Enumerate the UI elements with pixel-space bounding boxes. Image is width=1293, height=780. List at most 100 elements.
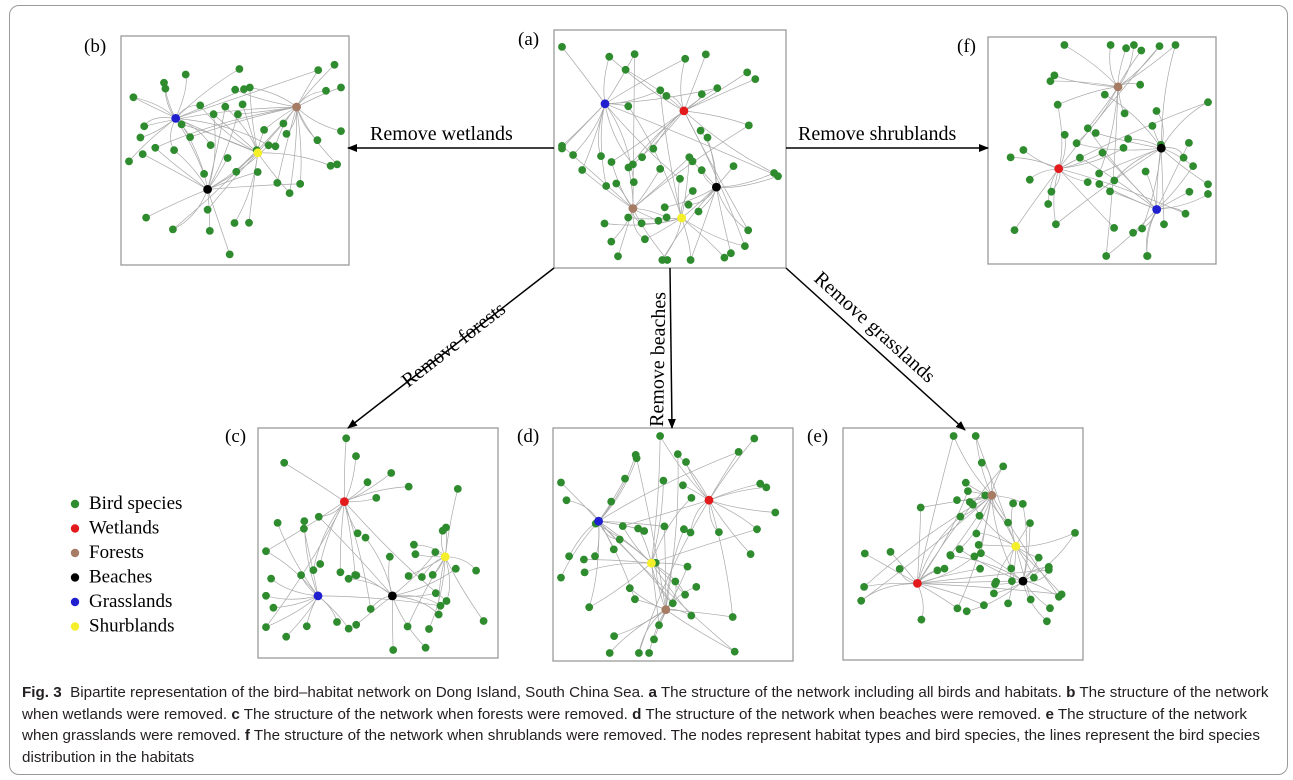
edge	[235, 89, 297, 108]
bird-node	[630, 50, 639, 58]
bird-node	[129, 93, 138, 102]
bird-node	[687, 494, 696, 502]
bird-node	[223, 154, 232, 162]
edge	[145, 189, 208, 218]
bird-node	[1171, 41, 1180, 49]
bird-node	[953, 496, 961, 504]
bird-node	[640, 527, 649, 535]
bird-node	[170, 146, 179, 155]
bird-node	[472, 566, 480, 575]
edge	[1160, 148, 1165, 225]
bird-node	[605, 649, 614, 657]
bird-node	[136, 133, 145, 142]
bird-node	[1046, 77, 1055, 85]
edge	[1058, 168, 1115, 229]
edge	[966, 580, 1024, 612]
bird-node	[621, 474, 629, 483]
bird-node	[624, 163, 633, 172]
caption-key-a: a	[648, 684, 657, 701]
bird-node	[688, 157, 697, 166]
habitat-node-grasslands	[1152, 205, 1162, 214]
bird-node	[1138, 224, 1146, 233]
edge	[1022, 532, 1076, 582]
edge	[917, 580, 1012, 584]
bird-node	[403, 622, 412, 631]
habitat-node-grasslands	[171, 114, 181, 123]
edge	[632, 54, 635, 209]
bird-node	[671, 577, 680, 586]
network-panels: (a) (b) (f) (c) (d) (e)	[84, 29, 1217, 662]
legend-label: Beaches	[89, 567, 152, 588]
bird-node	[140, 122, 149, 131]
bird-node	[296, 180, 305, 188]
bird-node	[715, 528, 723, 536]
bird-node	[138, 150, 147, 159]
edge	[1087, 128, 1157, 210]
caption-text-a: The structure of the network including a…	[660, 684, 1062, 701]
bird-node	[741, 242, 749, 251]
bird-node	[977, 549, 985, 558]
arrow-label-wetlands: Remove wetlands	[370, 123, 513, 145]
arrow-label-forests: Remove forests	[398, 298, 510, 392]
edge	[1058, 101, 1209, 170]
bird-node	[142, 213, 151, 222]
bird-node	[302, 622, 311, 631]
panel-d-frame	[552, 427, 794, 662]
bird-node	[649, 144, 658, 153]
edge	[716, 186, 749, 231]
bird-node	[353, 529, 362, 538]
legend-marker	[70, 548, 80, 558]
panel-d-label: (d)	[517, 426, 539, 447]
bird-node	[1152, 107, 1161, 115]
bird-node	[940, 564, 949, 573]
edge	[665, 609, 733, 618]
bird-node	[1010, 226, 1019, 235]
bird-node	[333, 618, 341, 626]
bird-node	[1130, 41, 1138, 49]
bird-node	[612, 179, 621, 188]
caption-text-e: The structure of the network when grassl…	[22, 705, 1247, 745]
habitat-node-beaches	[1018, 576, 1028, 586]
bird-node	[771, 508, 780, 517]
bird-node	[326, 161, 335, 170]
bird-node	[1102, 252, 1111, 260]
bird-node	[895, 565, 904, 573]
edge	[303, 528, 319, 596]
legend-marker	[70, 524, 80, 533]
panel-d-nodes	[557, 432, 780, 657]
bird-node	[1119, 144, 1128, 152]
bird-node	[1025, 175, 1034, 184]
edge	[344, 486, 409, 502]
habitat-node-shrublands	[440, 552, 450, 562]
bird-node	[659, 476, 668, 485]
edge	[598, 520, 665, 527]
bird-node	[656, 165, 665, 173]
panel-c: (c)	[225, 426, 499, 659]
bird-node	[264, 141, 273, 150]
habitat-node-beaches	[1156, 143, 1166, 153]
caption-text-b: The structure of the network when wetlan…	[22, 684, 1269, 723]
bird-node	[614, 252, 622, 261]
bird-node	[337, 83, 345, 92]
edge	[1098, 86, 1119, 174]
edge	[1064, 44, 1119, 88]
bird-node	[151, 143, 160, 152]
edge	[248, 152, 259, 223]
bird-node	[734, 448, 743, 456]
edge	[237, 106, 297, 115]
edge	[1156, 142, 1190, 210]
bird-node	[629, 178, 638, 187]
bird-node	[686, 528, 695, 537]
bird-node	[656, 86, 665, 95]
bird-node	[999, 462, 1008, 471]
panel-b-nodes	[125, 60, 345, 259]
caption-key-f: f	[244, 727, 250, 744]
bird-node	[1083, 124, 1092, 133]
bird-node	[607, 237, 616, 246]
edge	[609, 609, 666, 654]
bird-node	[245, 218, 253, 227]
bird-node	[634, 524, 642, 533]
edge	[917, 516, 961, 584]
bird-node	[322, 86, 330, 95]
bird-node	[662, 213, 671, 222]
